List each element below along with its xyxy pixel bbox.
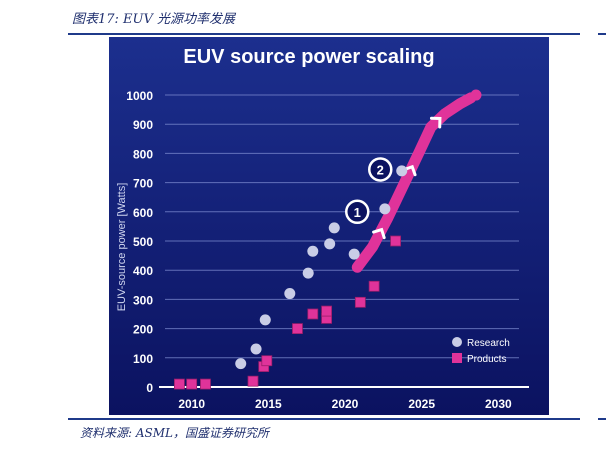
source-note: 资料来源: ASML，国盛证券研究所: [80, 426, 270, 440]
product-point: [174, 378, 185, 390]
product-point: [307, 308, 319, 320]
product-point: [321, 305, 333, 317]
research-point: [324, 238, 336, 250]
milestone-marker: [345, 199, 370, 225]
legend-products-marker: [452, 353, 462, 363]
y-tick-label: 800: [133, 147, 153, 161]
product-point: [354, 296, 366, 308]
milestone-label: 1: [354, 205, 361, 220]
euv-power-chart: EUV source power scaling EUV-source powe…: [109, 37, 549, 415]
milestones: 12: [345, 157, 393, 225]
product-point: [186, 378, 198, 390]
research-point: [259, 314, 271, 326]
x-tick-label: 2030: [485, 397, 512, 411]
milestone-label: 2: [377, 162, 384, 177]
y-tick-label: 1000: [126, 89, 153, 103]
product-point: [261, 355, 273, 367]
grid-lines: [159, 94, 529, 388]
chevron-stroke: [402, 164, 417, 177]
x-tick-labels: 2010 2015 2020 2025 2030: [178, 397, 512, 411]
bottom-divider: [68, 418, 580, 420]
research-point: [328, 222, 340, 234]
legend-research-marker: [452, 337, 462, 347]
research-point: [379, 203, 391, 215]
trend-line: [351, 92, 477, 273]
trend-arrow: [351, 89, 482, 273]
chevron-stroke: [372, 227, 386, 240]
chart-svg: EUV source power scaling EUV-source powe…: [109, 37, 549, 415]
research-point: [302, 267, 314, 279]
trend-arrow-tip: [470, 89, 482, 101]
research-point: [396, 165, 408, 177]
y-tick-label: 0: [146, 381, 153, 395]
research-point: [284, 288, 296, 300]
figure-caption: 图表17: EUV 光源功率发展: [72, 12, 236, 27]
y-tick-label: 500: [133, 235, 153, 249]
y-tick-label: 600: [133, 206, 153, 220]
y-tick-labels: 0 100 200 300 400 500 600 700 800 900 1000: [126, 89, 153, 395]
product-point: [247, 375, 259, 387]
chart-title: EUV source power scaling: [183, 46, 434, 68]
trend-chevron: [402, 164, 417, 177]
product-point: [390, 235, 402, 247]
bottom-divider-stub: [598, 418, 606, 420]
x-tick-label: 2020: [332, 397, 359, 411]
y-axis-label: EUV-source power [Watts]: [116, 183, 128, 312]
product-point: [368, 280, 380, 292]
legend: Research Products: [452, 337, 510, 365]
y-tick-label: 700: [133, 177, 153, 191]
y-tick-label: 100: [133, 352, 153, 366]
legend-research-label: Research: [467, 338, 510, 349]
y-tick-label: 900: [133, 118, 153, 132]
research-points: [235, 165, 408, 370]
research-point: [348, 248, 360, 260]
research-point: [250, 343, 262, 355]
y-tick-label: 300: [133, 293, 153, 307]
product-point: [292, 323, 303, 335]
product-point: [200, 378, 211, 390]
milestone-marker: [368, 157, 393, 182]
x-tick-label: 2015: [255, 397, 282, 411]
legend-products-label: Products: [467, 354, 506, 365]
chevron-stroke: [429, 116, 442, 129]
y-tick-label: 400: [133, 264, 153, 278]
research-point: [307, 245, 319, 257]
trend-chevron: [372, 227, 386, 240]
research-point: [235, 358, 247, 370]
x-tick-label: 2010: [178, 397, 205, 411]
top-divider: [68, 33, 580, 35]
y-tick-label: 200: [133, 323, 153, 337]
trend-chevron: [429, 116, 442, 129]
product-points: [174, 235, 402, 390]
x-tick-label: 2025: [408, 397, 435, 411]
top-divider-stub: [598, 33, 606, 35]
